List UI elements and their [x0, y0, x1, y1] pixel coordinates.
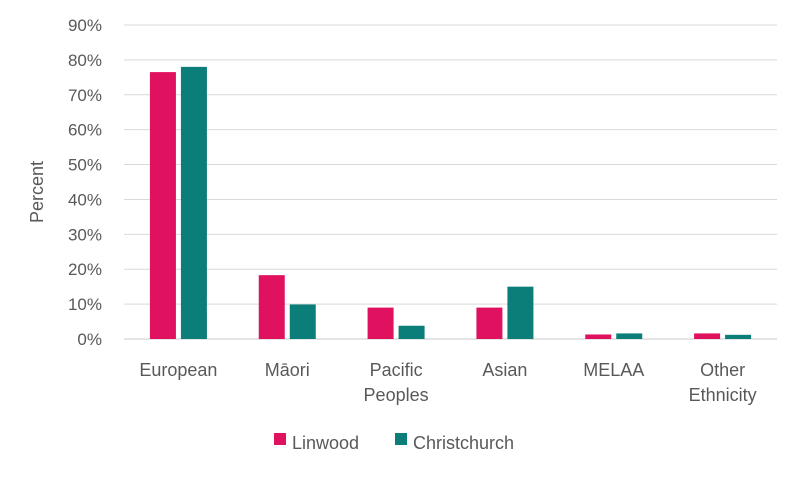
x-category-label: Pacific Peoples — [364, 360, 429, 405]
x-category-label-line: MELAA — [583, 360, 644, 380]
x-category-label: MELAA — [583, 360, 644, 380]
x-category-label-line: Māori — [265, 360, 310, 380]
x-category-label-line: European — [139, 360, 217, 380]
legend-label-linwood: Linwood — [292, 433, 359, 453]
y-tick-label: 80% — [68, 51, 102, 70]
x-category-label-line: Peoples — [364, 385, 429, 405]
x-category-label-line: Other — [700, 360, 745, 380]
x-category-label: Asian — [482, 360, 527, 380]
bar-christchurch — [180, 66, 207, 339]
x-category-label: Other Ethnicity — [689, 360, 757, 405]
y-tick-label: 60% — [68, 121, 102, 140]
x-category-label-line: Asian — [482, 360, 527, 380]
legend: Linwood Christchurch — [274, 433, 514, 453]
y-axis-ticks: 0% 10% 20% 30% 40% 50% 60% 70% 80% 90% — [68, 16, 102, 349]
bar-linwood — [585, 334, 612, 339]
y-tick-label: 0% — [77, 330, 102, 349]
bar-christchurch — [725, 334, 752, 339]
y-tick-label: 20% — [68, 260, 102, 279]
y-tick-label: 10% — [68, 295, 102, 314]
bar-christchurch — [507, 286, 534, 339]
legend-swatch-christchurch — [395, 433, 407, 445]
y-axis-title: Percent — [27, 161, 47, 223]
bar-christchurch — [289, 304, 316, 339]
x-category-label-line: Pacific — [370, 360, 423, 380]
x-category-label-line: Ethnicity — [689, 385, 757, 405]
y-tick-label: 30% — [68, 225, 102, 244]
y-tick-label: 90% — [68, 16, 102, 35]
bar-linwood — [258, 275, 285, 339]
bar-christchurch — [398, 325, 425, 339]
x-axis-labels: European Māori Pacific Peoples Asian MELAA Oth… — [139, 360, 756, 405]
x-category-label: European — [139, 360, 217, 380]
bar-linwood — [149, 72, 176, 339]
gridlines — [124, 24, 777, 340]
y-tick-label: 50% — [68, 156, 102, 175]
x-category-label: Māori — [265, 360, 310, 380]
bars — [149, 66, 752, 339]
y-tick-label: 40% — [68, 190, 102, 209]
legend-swatch-linwood — [274, 433, 286, 445]
bar-linwood — [367, 307, 394, 339]
y-tick-label: 70% — [68, 86, 102, 105]
bar-linwood — [476, 307, 503, 339]
bar-linwood — [694, 333, 721, 339]
legend-label-christchurch: Christchurch — [413, 433, 514, 453]
bar-christchurch — [616, 333, 643, 339]
